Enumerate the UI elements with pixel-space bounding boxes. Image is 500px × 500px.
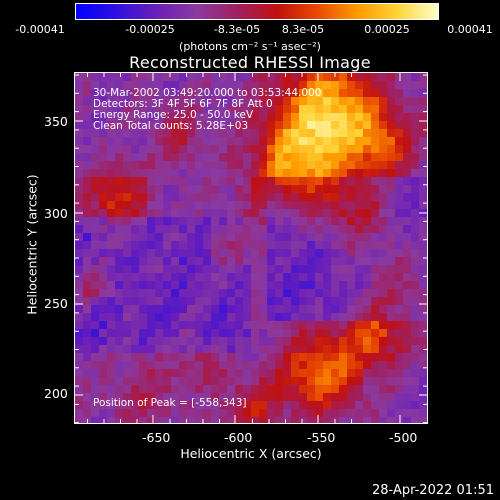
colorbar-tick: 8.3e-05 xyxy=(281,23,325,36)
colorbar-tick: -0.00041 xyxy=(15,23,65,36)
timestamp: 28-Apr-2022 01:51 xyxy=(372,483,494,498)
overlay-detectors: Detectors: 3F 4F 5F 6F 7F 8F Att 0 xyxy=(93,98,273,110)
x-tick-label: -650 xyxy=(142,430,171,445)
overlay-clean-counts: Clean Total counts: 5.28E+03 xyxy=(93,120,249,132)
y-tick-label: 250 xyxy=(44,296,68,311)
x-axis-label: Heliocentric X (arcsec) xyxy=(180,446,322,461)
y-tick-label: 300 xyxy=(44,206,68,221)
image-title: Reconstructed RHESSI Image xyxy=(129,53,371,72)
overlay-time-range: 30-Mar-2002 03:49:20.000 to 03:53:44.000 xyxy=(93,87,322,99)
colorbar-tick: 0.00025 xyxy=(364,23,410,36)
rhessi-image-plot: 30-Mar-2002 03:49:20.000 to 03:53:44.000… xyxy=(74,72,428,424)
x-tick-label: -600 xyxy=(224,430,253,445)
colorbar-tick: 0.00041 xyxy=(447,23,493,36)
colorbar-units: (photons cm⁻² s⁻¹ asec⁻²) xyxy=(179,40,321,53)
colorbar-tick: -8.3e-05 xyxy=(213,23,261,36)
colorbar-tick: -0.00025 xyxy=(125,23,175,36)
y-tick-label: 350 xyxy=(44,114,68,129)
overlay-energy-range: Energy Range: 25.0 - 50.0 keV xyxy=(93,109,254,121)
colorbar xyxy=(75,3,439,20)
axis-tick-marks xyxy=(75,73,427,423)
heatmap-image xyxy=(75,73,427,423)
y-tick-label: 200 xyxy=(44,386,68,401)
y-axis-label: Heliocentric Y (arcsec) xyxy=(24,174,40,315)
overlay-peak-position: Position of Peak = [-558,343] xyxy=(93,397,247,409)
x-tick-label: -550 xyxy=(307,430,336,445)
x-tick-label: -500 xyxy=(389,430,418,445)
